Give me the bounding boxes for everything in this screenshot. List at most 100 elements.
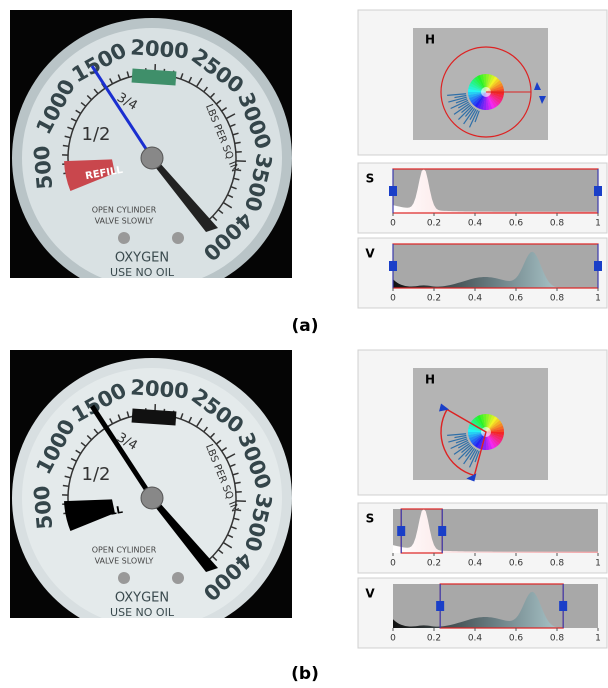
- gauge-tick: [126, 71, 130, 78]
- gauge-tick: [75, 449, 82, 455]
- gauge-tick: [70, 457, 77, 462]
- hue-spike: [447, 93, 467, 96]
- gauge-tick: [232, 132, 239, 136]
- gauge-tick: [109, 78, 114, 85]
- gauge-tick: [93, 428, 99, 435]
- gauge-tick: [203, 426, 209, 433]
- gauge-tick: [229, 123, 236, 128]
- hub: [140, 146, 164, 170]
- gauge-tick: [230, 526, 237, 530]
- gauge-tick: [227, 534, 234, 539]
- histogram: [393, 509, 598, 553]
- screw: [118, 572, 130, 584]
- hue-spike: [461, 104, 472, 114]
- tick-label: 0: [390, 634, 396, 644]
- tick-label: 0.4: [468, 294, 483, 304]
- gauge-tick: [217, 209, 224, 215]
- tick-label: 1: [595, 634, 601, 644]
- hue-spike: [464, 106, 474, 117]
- gas-label: OXYGEN: [115, 591, 169, 606]
- hue-range: [440, 408, 487, 477]
- gauge-tick: [80, 101, 87, 107]
- hue-spike: [463, 448, 476, 465]
- tick-label: 0.6: [509, 559, 524, 569]
- scale-label: 2000: [130, 35, 190, 63]
- gauge-tick: [64, 475, 71, 479]
- gauge-tick: [232, 472, 239, 476]
- hub: [140, 486, 164, 510]
- hue-spike: [448, 436, 467, 443]
- gauge-tick: [109, 418, 114, 425]
- gauge-tick: [117, 414, 122, 421]
- gauge-tick: [203, 86, 209, 93]
- gauge-tick: [230, 186, 237, 190]
- gauge-tick: [70, 117, 77, 122]
- screw: [172, 572, 184, 584]
- hue-spike: [469, 109, 477, 121]
- hue-spike: [455, 98, 468, 104]
- gauge-tick: [225, 113, 236, 120]
- hue-spike: [457, 441, 469, 449]
- hue-spike: [454, 434, 467, 439]
- gauge-tick: [62, 484, 69, 488]
- range-handle[interactable]: [594, 186, 602, 196]
- gauge-tick: [188, 416, 193, 423]
- gauge-tick: [229, 463, 236, 468]
- gauge-tick: [93, 88, 99, 95]
- range-handle[interactable]: [397, 526, 406, 536]
- gauge-tick: [233, 177, 240, 181]
- gauge-arc: [67, 73, 237, 223]
- gauge-tick: [233, 517, 240, 521]
- gauge-tick: [227, 194, 234, 199]
- range-handle[interactable]: [594, 261, 602, 271]
- gauge-tick: [215, 99, 222, 105]
- tick-label: 0.4: [468, 634, 483, 644]
- histogram: [393, 169, 598, 213]
- hue-label: H: [425, 373, 435, 387]
- hue-spike: [448, 96, 467, 103]
- gauge-tick: [75, 109, 82, 115]
- gauge-tick: [180, 73, 184, 80]
- channel-label: S: [366, 512, 375, 526]
- gauge-tick: [222, 541, 233, 549]
- tick-label: 0: [390, 559, 396, 569]
- tick-label: 0.6: [509, 294, 524, 304]
- hue-spike: [463, 108, 476, 125]
- hue-handle: [439, 403, 450, 412]
- warning-label: USE NO OIL: [110, 266, 175, 279]
- instruction: VALVE SLOWLY: [95, 217, 154, 226]
- gauge-tick: [117, 74, 122, 81]
- scale-label: 500: [30, 485, 58, 531]
- scale-label: 2000: [130, 375, 190, 403]
- range-handle[interactable]: [436, 601, 445, 611]
- gas-label: OXYGEN: [115, 251, 169, 266]
- gauge-tick: [64, 135, 71, 139]
- pointer: [145, 154, 218, 232]
- tick-label: 0.2: [427, 294, 441, 304]
- range-handle[interactable]: [438, 526, 447, 536]
- gauge-tick: [235, 508, 242, 512]
- tick-label: 0.2: [427, 634, 441, 644]
- instruction: OPEN CYLINDER: [92, 206, 157, 215]
- gauge-tick: [215, 439, 222, 445]
- gauge-tick: [209, 92, 216, 99]
- range-handle[interactable]: [389, 186, 397, 196]
- fraction-label: 1/2: [82, 464, 111, 485]
- gauge-tick: [126, 411, 130, 418]
- gauge-tick: [235, 168, 242, 172]
- gauge-tick: [221, 107, 228, 112]
- gauge-tick: [211, 215, 218, 222]
- gauge-tick: [86, 434, 93, 441]
- range-handle[interactable]: [559, 601, 568, 611]
- range-handle[interactable]: [389, 261, 397, 271]
- instruction: OPEN CYLINDER: [92, 546, 157, 555]
- gauge-tick: [188, 76, 193, 83]
- channel-label: S: [366, 172, 375, 186]
- gauge-tick: [221, 447, 228, 452]
- gauge-tick: [209, 432, 216, 439]
- gauge-arc: [67, 413, 237, 563]
- hue-handle: [534, 82, 541, 90]
- gauge-tick: [195, 417, 203, 428]
- hue-spike: [474, 450, 480, 463]
